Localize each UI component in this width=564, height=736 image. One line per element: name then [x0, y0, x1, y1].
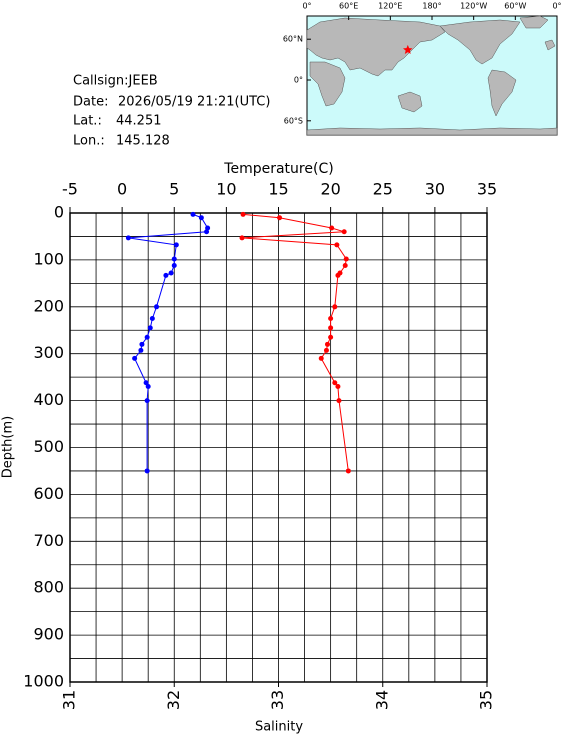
x2-tick-label: 35	[477, 180, 497, 199]
profile-point	[138, 347, 144, 353]
callsign: Callsign:JEEB	[73, 74, 158, 89]
profile-point	[190, 211, 196, 217]
x-tick-label: 32	[164, 690, 183, 710]
profile-point	[240, 211, 246, 217]
profile-point	[277, 215, 283, 221]
map-lon-label: 0°	[302, 2, 311, 11]
date: 2026/05/19 21:21(UTC)	[118, 95, 270, 110]
x-tick-label: 31	[60, 690, 79, 710]
y-tick-label: 800	[33, 578, 64, 597]
lon: 145.128	[116, 134, 170, 149]
y-tick-label: 0	[54, 203, 64, 222]
profile-point	[328, 325, 334, 331]
y-tick-label: 1000	[23, 672, 64, 691]
profile-point	[336, 398, 342, 404]
y-tick-label: 700	[33, 531, 64, 550]
profile-point	[332, 304, 338, 310]
profile-point	[139, 341, 145, 347]
profile-point	[335, 384, 341, 390]
station-marker	[403, 44, 413, 54]
profile-point	[149, 316, 155, 322]
x2-tick-label: 0	[117, 180, 127, 199]
profile-point	[163, 272, 169, 278]
profile-point	[335, 272, 341, 278]
profile-point	[328, 316, 334, 322]
profile-point	[145, 384, 151, 390]
map-lat-label: 60°N	[283, 35, 303, 44]
profile-point	[318, 355, 324, 361]
x-axis-label: Salinity	[255, 720, 303, 735]
profile-point	[323, 347, 329, 353]
profile-point	[334, 242, 340, 248]
info-block: Callsign:JEEB Date: 2026/05/19 21:21(UTC…	[73, 74, 270, 149]
profile-point	[147, 325, 153, 331]
y-axis-label: Depth(m)	[1, 416, 16, 478]
profile-point	[205, 225, 211, 231]
map-lon-label: 0°	[552, 2, 561, 11]
profile-point	[204, 229, 210, 235]
y-tick-label: 600	[33, 484, 64, 503]
profile-point	[239, 235, 245, 241]
profile-point	[144, 334, 150, 340]
map-lon-label: 60°W	[504, 2, 526, 11]
y-tick-label: 900	[33, 625, 64, 644]
lat: 44.251	[116, 114, 162, 129]
y-tick-label: 100	[33, 249, 64, 268]
profile-point	[329, 225, 335, 231]
map-lon-label: 60°E	[339, 2, 358, 11]
x2-axis-label: Temperature(C)	[223, 161, 333, 177]
map-lat-label: 60°S	[284, 116, 303, 125]
map-lat-label: 0°	[294, 76, 303, 85]
x2-tick-label: 10	[216, 180, 236, 199]
profile-point	[171, 256, 177, 262]
profile-point	[198, 215, 204, 221]
profile-point	[324, 341, 330, 347]
profile-point	[343, 256, 349, 262]
y-tick-label: 300	[33, 343, 64, 362]
profile-point	[125, 235, 131, 241]
profile-point	[143, 380, 149, 386]
lon-label: Lon.:	[73, 134, 105, 149]
profile-point	[342, 263, 348, 269]
profile-point	[328, 334, 334, 340]
profile-point	[345, 468, 351, 474]
y-tick-label: 400	[33, 390, 64, 409]
lat-label: Lat.:	[73, 114, 102, 129]
y-tick-label: 200	[33, 296, 64, 315]
x-tick-label: 34	[372, 690, 391, 710]
profile-point	[332, 380, 338, 386]
profile-point	[132, 355, 138, 361]
x2-tick-label: 25	[373, 180, 393, 199]
x2-tick-label: 20	[320, 180, 340, 199]
profile-point	[173, 242, 179, 248]
x2-tick-label: 5	[169, 180, 179, 199]
profile-point	[168, 270, 174, 276]
profile-point	[144, 468, 150, 474]
profile-point	[341, 229, 347, 235]
map-land	[306, 15, 558, 136]
map-lon-label: 120°E	[378, 2, 402, 11]
profile-line	[241, 213, 349, 472]
profile-point	[171, 263, 177, 269]
date-label: Date:	[73, 95, 108, 110]
x-tick-label: 35	[477, 690, 496, 710]
y-tick-label: 500	[33, 437, 64, 456]
x-tick-label: 33	[268, 690, 287, 710]
profile-point	[154, 304, 160, 310]
map	[306, 15, 558, 136]
profile-point	[144, 398, 150, 404]
map-lon-label: 120°W	[460, 2, 487, 11]
map-lon-label: 180°	[422, 2, 441, 11]
x2-tick-label: -5	[62, 180, 78, 199]
x2-tick-label: 15	[268, 180, 288, 199]
x2-tick-label: 30	[425, 180, 445, 199]
